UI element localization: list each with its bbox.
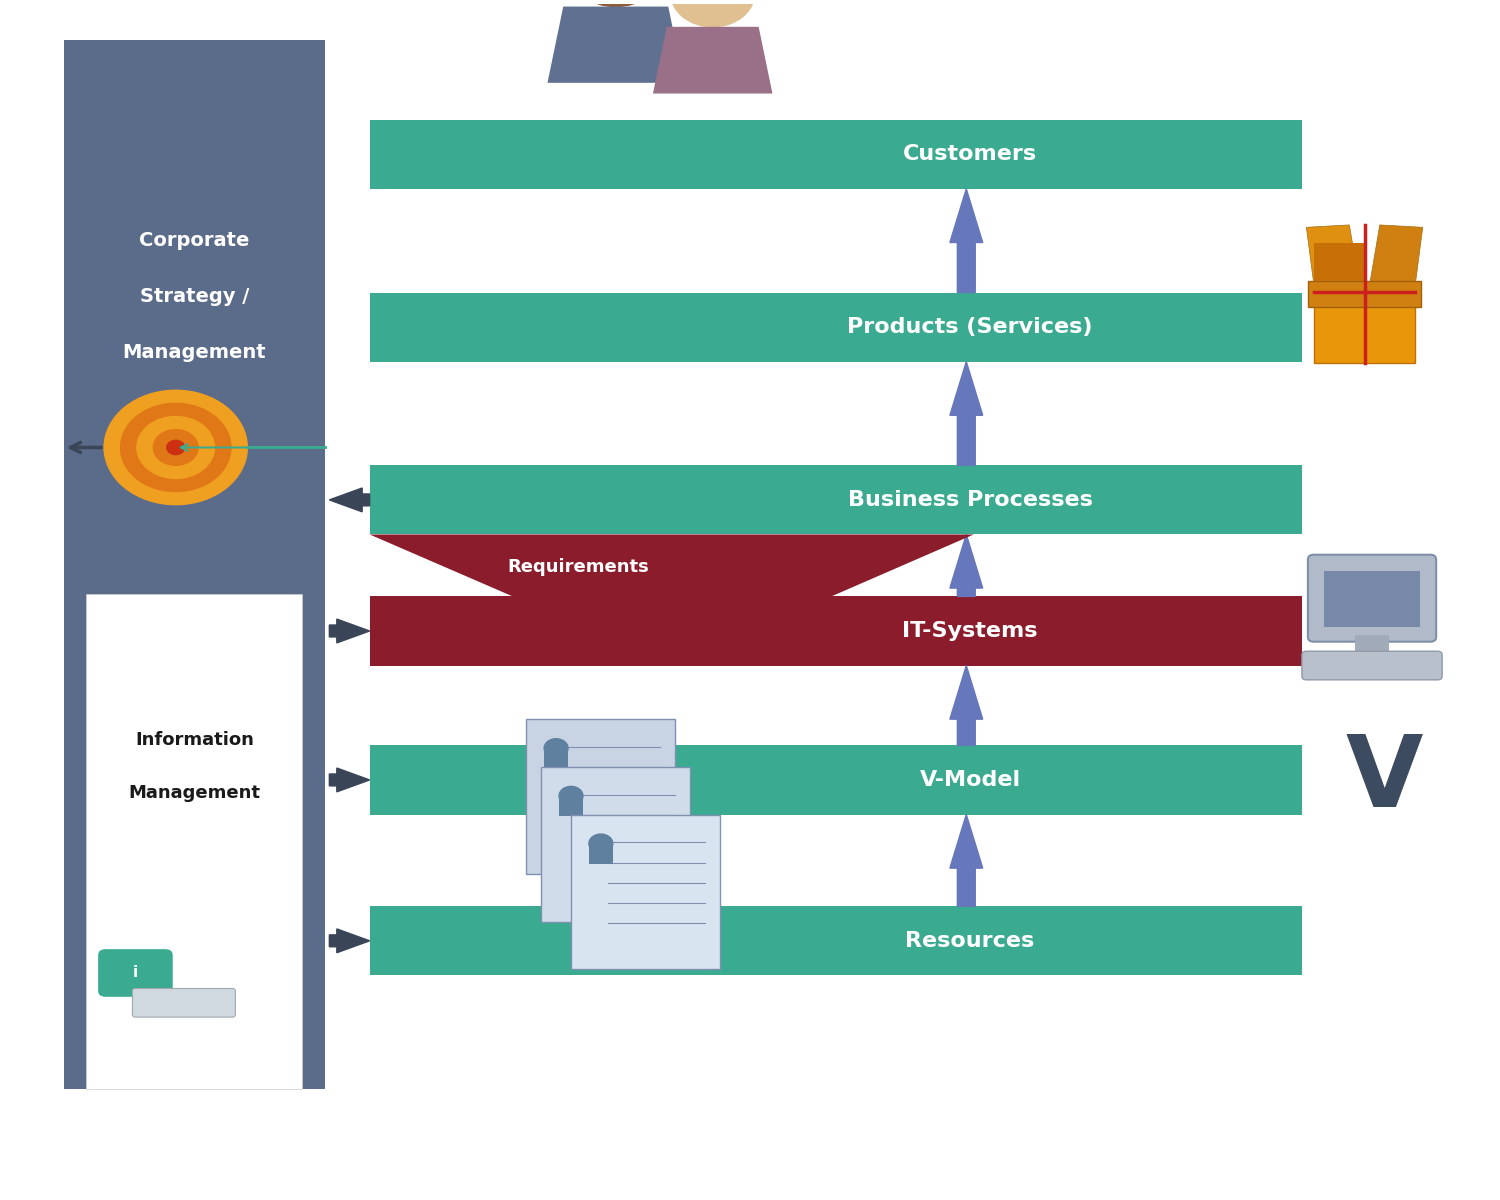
- FancyArrow shape: [330, 488, 369, 512]
- Text: Customers: Customers: [903, 144, 1036, 164]
- Bar: [369, 466, 1302, 534]
- FancyBboxPatch shape: [1302, 652, 1442, 680]
- Bar: [369, 596, 1302, 666]
- Text: Information

Management: Information Management: [129, 732, 261, 803]
- FancyBboxPatch shape: [1314, 242, 1365, 281]
- Circle shape: [136, 416, 214, 479]
- Text: Products (Services): Products (Services): [847, 317, 1094, 337]
- Bar: [369, 120, 1302, 188]
- Circle shape: [153, 430, 198, 466]
- Bar: [1354, 635, 1389, 652]
- Bar: [590, 846, 613, 864]
- Circle shape: [568, 0, 663, 6]
- FancyBboxPatch shape: [1308, 554, 1436, 642]
- Bar: [544, 751, 568, 768]
- FancyArrow shape: [950, 666, 982, 745]
- Text: Business Processes: Business Processes: [847, 490, 1092, 510]
- FancyArrow shape: [950, 361, 982, 466]
- Polygon shape: [1370, 224, 1422, 284]
- Text: Requirements: Requirements: [507, 558, 650, 576]
- Text: IT-Systems: IT-Systems: [903, 620, 1038, 641]
- Bar: [369, 293, 1302, 361]
- FancyArrow shape: [330, 619, 369, 643]
- FancyBboxPatch shape: [132, 989, 236, 1018]
- FancyArrow shape: [330, 768, 369, 792]
- Circle shape: [166, 440, 184, 455]
- Bar: [64, 40, 326, 1088]
- Circle shape: [544, 739, 568, 757]
- FancyArrow shape: [330, 929, 369, 953]
- FancyBboxPatch shape: [98, 949, 172, 997]
- Bar: [369, 906, 1302, 976]
- Bar: [1314, 305, 1416, 362]
- Text: Corporate

Strategy /

Management: Corporate Strategy / Management: [123, 230, 266, 361]
- FancyBboxPatch shape: [542, 767, 690, 922]
- FancyBboxPatch shape: [526, 719, 675, 874]
- Polygon shape: [369, 534, 974, 666]
- FancyBboxPatch shape: [572, 815, 720, 970]
- Polygon shape: [652, 26, 772, 94]
- Circle shape: [104, 390, 248, 505]
- Text: i: i: [134, 966, 138, 980]
- Polygon shape: [1306, 224, 1359, 284]
- Text: V: V: [1346, 732, 1422, 828]
- Polygon shape: [548, 6, 684, 83]
- Circle shape: [560, 786, 584, 805]
- FancyArrow shape: [950, 815, 982, 906]
- FancyArrow shape: [950, 188, 982, 293]
- Circle shape: [670, 0, 754, 26]
- Circle shape: [120, 403, 231, 492]
- FancyArrow shape: [950, 534, 982, 596]
- Bar: [86, 594, 303, 1088]
- Bar: [1324, 571, 1420, 628]
- Bar: [369, 745, 1302, 815]
- Bar: [1308, 281, 1420, 307]
- Circle shape: [590, 834, 613, 853]
- Text: V-Model: V-Model: [920, 770, 1020, 790]
- Bar: [560, 798, 584, 816]
- Text: Resources: Resources: [906, 931, 1035, 950]
